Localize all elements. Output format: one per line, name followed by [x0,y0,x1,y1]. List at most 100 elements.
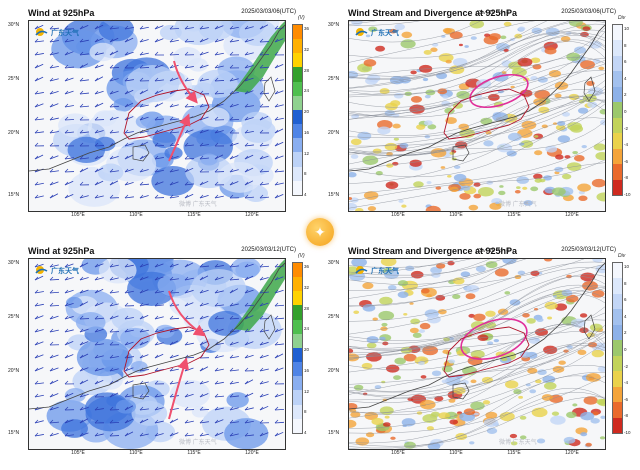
sparkle-badge-icon[interactable]: ✦ [306,218,334,246]
wind-barb [169,155,179,160]
streamline [349,99,605,155]
wind-barb [94,288,104,294]
divergence-patch [558,360,566,365]
wind-barb [79,406,89,411]
divergence-patch [353,310,360,314]
divergence-patch [448,359,456,364]
colorbar-label: 36 [304,26,310,31]
wind-barb [94,52,104,56]
x-tick-label: 110°E [449,212,463,218]
logo-text: 广东天气 [371,267,399,275]
wind-barb [109,105,120,108]
panel-unit-label: (Div: 10⁻⁵s⁻¹) [476,248,510,254]
wind-barb [214,195,224,199]
wind-barb [79,105,89,108]
divergence-patch [541,124,548,129]
wind-barb [199,51,209,56]
colorbar-label: 2 [624,330,627,336]
colorbar-swatch [613,117,622,134]
x-tick-label: 115°E [507,450,521,456]
streamline [349,95,605,156]
wind-barb [79,195,89,199]
divergence-patch [385,181,399,189]
divergence-patch [349,419,357,428]
divergence-patch [473,313,486,322]
colorbar-swatch [293,277,302,292]
wind-barb [34,182,44,186]
wind-speed-shade [200,153,218,166]
colorbar-unit: Div [618,253,626,259]
streamline [349,387,605,449]
colorbar-unit: (V) [298,253,305,259]
colorbar-label: 16 [304,367,310,373]
wind-speed-shade [51,29,107,69]
colorbar-swatch [293,390,302,405]
divergence-patch [418,329,426,333]
divergence-patch [470,379,477,384]
divergence-patch [530,57,541,64]
wind-barb [79,277,89,281]
colorbar-label: 8 [304,171,307,177]
divergence-patch [522,186,528,190]
taiwan-island [583,314,596,340]
divergence-patch [563,436,576,444]
wind-barb [139,169,149,173]
wind-barb [94,302,104,307]
divergence-patch [424,94,431,99]
wind-barb [199,144,209,147]
wind-barb [199,421,209,424]
wind-barb [244,117,254,121]
divergence-patch [381,380,386,384]
divergence-patch [539,178,546,183]
streamline [349,344,605,416]
panel-datetime: 2025/03/03/06(UTC) [241,9,296,15]
divergence-patch [438,53,454,63]
wind-barb [154,290,164,294]
divergence-patch [452,294,461,300]
colorbar-swatch [293,166,302,181]
divergence-patch [397,291,409,298]
wind-barb [34,154,44,160]
divergence-patch [389,28,397,34]
wind-barb [124,380,134,385]
wind-barb [199,157,209,160]
wind-barb [259,265,270,268]
divergence-patch [519,435,527,440]
divergence-patch [516,186,521,190]
wind-barb [244,434,254,437]
wind-barb [169,181,179,186]
wind-barb [184,40,195,43]
divergence-patch [591,349,605,358]
wind-barb [124,418,134,424]
divergence-patch [592,411,599,416]
wind-barb [229,407,239,411]
wind-barb [229,341,239,346]
streamline [349,86,605,147]
divergence-patch [487,341,494,346]
divergence-patch [591,178,605,188]
streamline [349,80,605,149]
panel-title: Wind at 925hPa [28,246,95,256]
wind-barb [124,182,134,186]
wind-barb [124,341,134,346]
wind-speed-shade [157,273,191,297]
wind-barb [34,40,44,43]
colorbar-label: -10 [624,192,631,197]
wind-barb [109,392,119,398]
panel-datetime: 2025/03/03/06(UTC) [561,9,616,15]
divergence-patch [572,150,578,155]
wind-barb [79,262,89,268]
x-tick-label: 120°E [245,450,259,456]
wind-barb [214,432,224,437]
colorbar-label: 4 [304,430,307,435]
colorbar-swatch [613,102,622,118]
wind-barb [34,354,44,359]
y-tick-label: 20°N [328,130,340,136]
divergence-patch [381,322,388,327]
map-svg [29,259,285,449]
wind-barb [199,366,209,372]
divergence-patch [577,107,589,114]
colorbar [292,262,303,434]
map-area: 广东天气 微博 广东天气 [348,20,606,212]
wind-barb [214,407,224,411]
